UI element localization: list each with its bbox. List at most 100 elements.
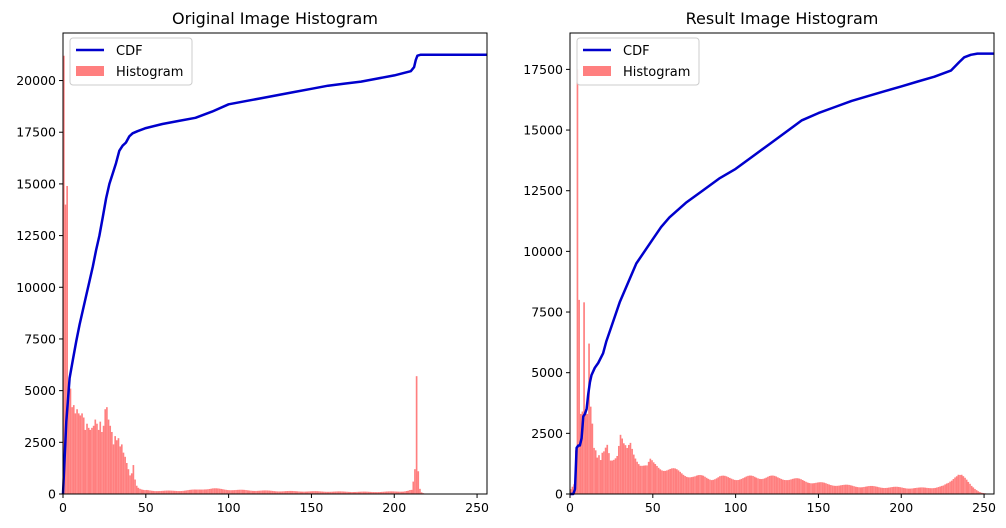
histogram-bar — [735, 480, 738, 494]
histogram-bar — [275, 491, 277, 494]
histogram-bar — [786, 480, 789, 494]
histogram-bar — [821, 482, 824, 494]
histogram-bar — [719, 476, 721, 494]
histogram-bar — [86, 423, 88, 494]
histogram-bar — [828, 484, 831, 494]
histogram-bar — [753, 476, 756, 494]
histogram-bar — [773, 475, 776, 494]
histogram-bar — [765, 477, 768, 494]
histogram-bar — [863, 486, 865, 494]
histogram-bar — [853, 486, 855, 494]
histogram-bar — [639, 465, 642, 494]
histogram-bar — [371, 491, 373, 494]
histogram-bar — [394, 491, 396, 494]
histogram-bar — [618, 445, 620, 494]
histogram-bar — [354, 491, 357, 494]
histogram-bar — [159, 491, 161, 494]
histogram-bar — [874, 486, 877, 494]
histogram-bar — [636, 461, 638, 494]
histogram-bar — [604, 447, 607, 494]
histogram-bar — [397, 491, 400, 494]
histogram-bar — [926, 487, 928, 494]
histogram-bar — [894, 486, 897, 494]
original-histogram-panel: Original Image Histogram 0 50 100 150 200 250… — [16, 9, 489, 515]
axis-ticks: 0 50 100 150 200 2500250050007500100001250015… — [16, 73, 489, 515]
histogram-bar — [947, 482, 950, 494]
y-tick-label: 15000 — [16, 176, 56, 191]
histogram-bar — [258, 490, 261, 494]
histogram-bar — [279, 491, 282, 494]
histogram-bar — [260, 490, 262, 494]
cdf-line — [61, 53, 487, 495]
histogram-bar — [106, 407, 108, 494]
histogram-bar — [661, 470, 663, 494]
histogram-bar — [901, 487, 903, 494]
histogram-bar — [902, 487, 905, 494]
histogram-bar — [674, 468, 676, 494]
histogram-bar — [631, 448, 633, 494]
histogram-bar — [117, 438, 120, 494]
histogram-bar — [805, 481, 807, 494]
histogram-bar — [748, 475, 751, 494]
histogram-bar — [144, 490, 146, 494]
histogram-bar — [578, 299, 580, 494]
histogram-bar — [149, 490, 151, 494]
histogram-bar — [657, 467, 660, 494]
histogram-bar — [729, 477, 731, 494]
histogram-bar — [637, 464, 640, 494]
histogram-bar — [405, 491, 408, 494]
histogram-bar — [692, 476, 695, 494]
histogram-bar — [240, 489, 242, 494]
histogram-bar — [127, 469, 130, 494]
histogram-bar — [757, 478, 759, 494]
histogram-bar — [914, 488, 917, 494]
histogram-bar — [273, 491, 275, 494]
histogram-bar — [931, 488, 933, 494]
y-tick-label: 5000 — [531, 365, 563, 380]
histogram-bar — [619, 434, 622, 494]
histogram-bar — [289, 490, 292, 494]
histogram-bar — [72, 405, 75, 494]
histogram-bar — [339, 491, 342, 494]
histogram-bar — [218, 488, 221, 494]
histogram-bar — [404, 491, 406, 494]
histogram-bar — [79, 415, 82, 494]
histogram-bar — [304, 491, 307, 494]
histogram-bar — [980, 492, 983, 494]
histogram-bar — [69, 388, 72, 494]
histogram-bar — [155, 491, 158, 494]
histogram-bar — [233, 490, 236, 494]
histogram-bar — [873, 486, 875, 494]
histogram-bar — [944, 484, 946, 494]
histogram-bar — [293, 491, 295, 494]
axes-frame — [569, 32, 995, 495]
histogram-bar — [276, 491, 279, 494]
histogram-bar — [417, 471, 420, 494]
histogram-bar — [245, 490, 247, 494]
x-tick-label: 50 — [138, 500, 154, 515]
histogram-bar — [791, 478, 794, 494]
histogram-bar — [932, 488, 935, 494]
histogram-bar — [644, 465, 647, 494]
histogram-bar — [843, 484, 845, 494]
histogram-bar — [243, 489, 246, 494]
histogram-bar — [207, 489, 209, 494]
histogram-bar — [811, 483, 814, 494]
histogram-bar — [858, 487, 860, 494]
histogram-bar — [613, 459, 615, 494]
histogram-bar — [586, 413, 589, 494]
histogram-bar — [412, 481, 415, 494]
histogram-bar — [238, 489, 241, 494]
y-tick-label: 0 — [48, 487, 56, 502]
histogram-bar — [382, 491, 385, 494]
histogram-bar — [841, 485, 844, 494]
x-tick-label: 0 — [59, 500, 67, 515]
histogram-bar — [685, 476, 688, 494]
histogram-bar — [576, 69, 579, 494]
x-tick-label: 250 — [972, 500, 996, 515]
histogram-bar — [410, 489, 413, 494]
histogram-bar — [609, 460, 612, 494]
histogram-bar — [303, 491, 305, 494]
histogram-bar — [772, 475, 774, 494]
histogram-bar — [798, 478, 801, 494]
